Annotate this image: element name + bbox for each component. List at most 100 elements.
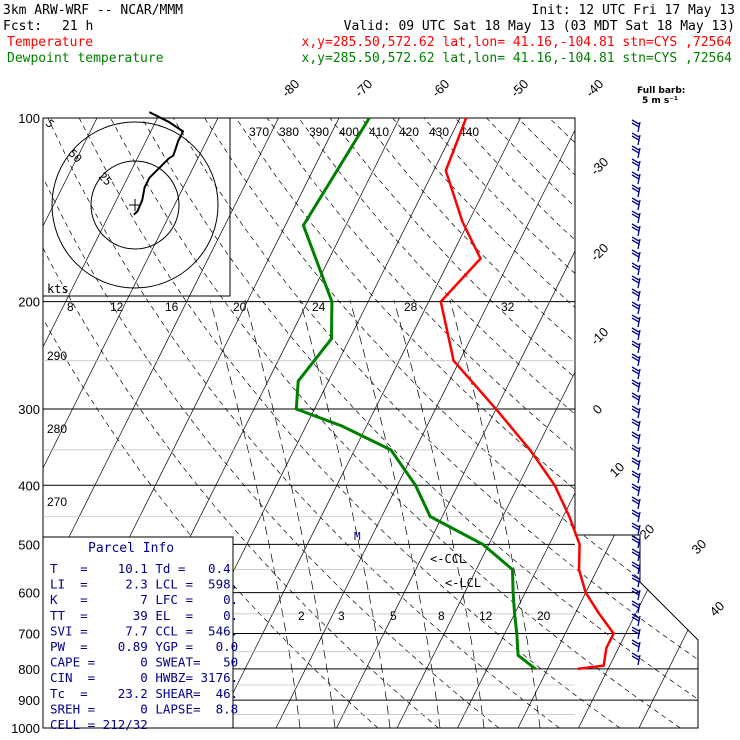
- isotherm-line: [43, 118, 279, 728]
- isotherm-line: [700, 118, 740, 728]
- dry-adiabat-line: [611, 118, 698, 728]
- wind-barb-flag: [631, 473, 640, 479]
- parcel-info-row: PW = 0.89 YGP = 0.0: [50, 639, 238, 654]
- dry-adiabat-line: [392, 118, 698, 728]
- wind-barb-flag: [631, 356, 640, 362]
- hodo-ring-label-50: 50: [66, 147, 85, 166]
- wind-barb-flag: [631, 392, 640, 398]
- theta-e-label: 370: [249, 125, 269, 139]
- temp-row-name: Temperature: [7, 35, 93, 50]
- wind-barb-flag: [631, 629, 640, 635]
- mixing-ratio-label: 8: [438, 609, 445, 623]
- pressure-label: 900: [18, 693, 40, 708]
- wind-barb-flag: [631, 379, 640, 385]
- wind-barb-flag: [631, 642, 640, 648]
- hodo-speed-label: 8: [67, 300, 74, 314]
- dewp-row-name: Dewpoint temperature: [7, 51, 164, 66]
- pressure-label: 400: [18, 478, 40, 493]
- valid-time: Valid: 09 UTC Sat 18 May 13 (03 MDT Sat …: [344, 19, 735, 34]
- mixing-ratio-label: 5: [390, 609, 397, 623]
- dry-adiabat-line: [298, 118, 698, 728]
- parcel-info-row: Tc = 23.2 SHEAR= 46.: [50, 686, 238, 701]
- wind-barb-flag: [631, 278, 640, 284]
- wind-barb-flag: [631, 288, 640, 294]
- isotherm-line: [43, 118, 158, 728]
- dry-adiabat-line: [549, 118, 698, 728]
- lcl-marker: <-LCL: [445, 576, 481, 590]
- wind-barb-flag: [631, 252, 640, 258]
- mixing-ratio-line: [349, 299, 441, 728]
- hodo-ring-inner: [90, 160, 180, 250]
- wind-barb-flag: [631, 343, 640, 349]
- theta-e-label: 420: [399, 125, 419, 139]
- isotherm-line: [43, 118, 98, 728]
- wind-barb-flag: [631, 262, 640, 268]
- isotherm-line: [396, 118, 698, 728]
- theta-e-label: 400: [339, 125, 359, 139]
- wind-barb-flag: [631, 148, 640, 154]
- mixing-ratio-line: [209, 299, 301, 728]
- isotherm-label: 10: [607, 459, 628, 480]
- hodo-speed-label: 32: [501, 300, 515, 314]
- wind-barb-flag: [631, 226, 640, 232]
- isotherm-label: -40: [583, 76, 607, 100]
- wind-barb-flag: [631, 535, 640, 541]
- dry-adiabat-label: 290: [47, 349, 67, 363]
- isotherm-label: -60: [429, 76, 453, 100]
- wind-barb-flag: [631, 421, 640, 427]
- wind-barb-flag: [631, 639, 640, 645]
- wind-barb-flag: [631, 483, 640, 489]
- wind-barb-flag: [631, 301, 640, 307]
- wind-barb-flag: [631, 265, 640, 271]
- wind-barb-flag: [631, 145, 640, 151]
- m-marker: M: [354, 530, 361, 543]
- isotherm-label: -30: [588, 154, 612, 178]
- hodo-ring-outer: [51, 121, 219, 289]
- isotherm-line: [215, 118, 521, 728]
- isotherm-line: [457, 118, 698, 728]
- pressure-label: 300: [18, 402, 40, 417]
- wind-barb-flag: [631, 291, 640, 297]
- wind-barb-flag: [631, 418, 640, 424]
- dry-adiabat-line: [204, 118, 698, 728]
- hodo-speed-label: 16: [165, 300, 179, 314]
- wind-barb-flag: [631, 444, 640, 450]
- mixing-ratio-line: [299, 299, 391, 728]
- isotherm-label: -10: [588, 324, 612, 348]
- isotherm-line: [578, 118, 698, 728]
- mixing-ratio-label: 3: [338, 609, 345, 623]
- theta-e-label: 410: [369, 125, 389, 139]
- dry-adiabat-line: [172, 118, 698, 728]
- wind-barb-flag: [631, 512, 640, 518]
- wind-barb-flag: [631, 366, 640, 372]
- temp-row-loc: x,y=285.50,572.62 lat,lon= 41.16,-104.81…: [302, 35, 733, 50]
- wind-barb-flag: [631, 200, 640, 206]
- parcel-info-panel: Parcel Info T = 10.1 Td = 0.4LI = 2.3 LC…: [42, 536, 238, 732]
- isotherm-line: [43, 118, 219, 728]
- wind-barb-flag: [631, 158, 640, 164]
- wind-barb-flag: [631, 447, 640, 453]
- wind-barb-flag: [631, 551, 640, 557]
- wind-barb-flag: [631, 340, 640, 346]
- parcel-info-row: LI = 2.3 LCL = 598.: [50, 577, 238, 592]
- wind-barb-flag: [631, 499, 640, 505]
- full-barb-unit: 5 m s⁻¹: [642, 96, 678, 106]
- mixing-ratio-label: 12: [479, 609, 493, 623]
- wind-barb-flag: [631, 135, 640, 141]
- dewpoint-line: [294, 117, 537, 671]
- wind-barb-flag: [631, 395, 640, 401]
- parcel-info-title: Parcel Info: [88, 541, 174, 556]
- wind-barb-flag: [631, 434, 640, 440]
- wind-barb-flag: [631, 616, 640, 622]
- mixing-ratio-line: [449, 299, 541, 728]
- wind-barb-flag: [631, 122, 640, 128]
- wind-barb-flag: [631, 613, 640, 619]
- wind-barb-flag: [631, 236, 640, 242]
- hodograph: 50 25 5 kts: [42, 111, 231, 297]
- theta-e-label: 390: [309, 125, 329, 139]
- isotherm-label: -50: [508, 76, 532, 100]
- wind-barb-flag: [631, 561, 640, 567]
- wind-barb-flag: [631, 187, 640, 193]
- wind-barb-flag: [631, 590, 640, 596]
